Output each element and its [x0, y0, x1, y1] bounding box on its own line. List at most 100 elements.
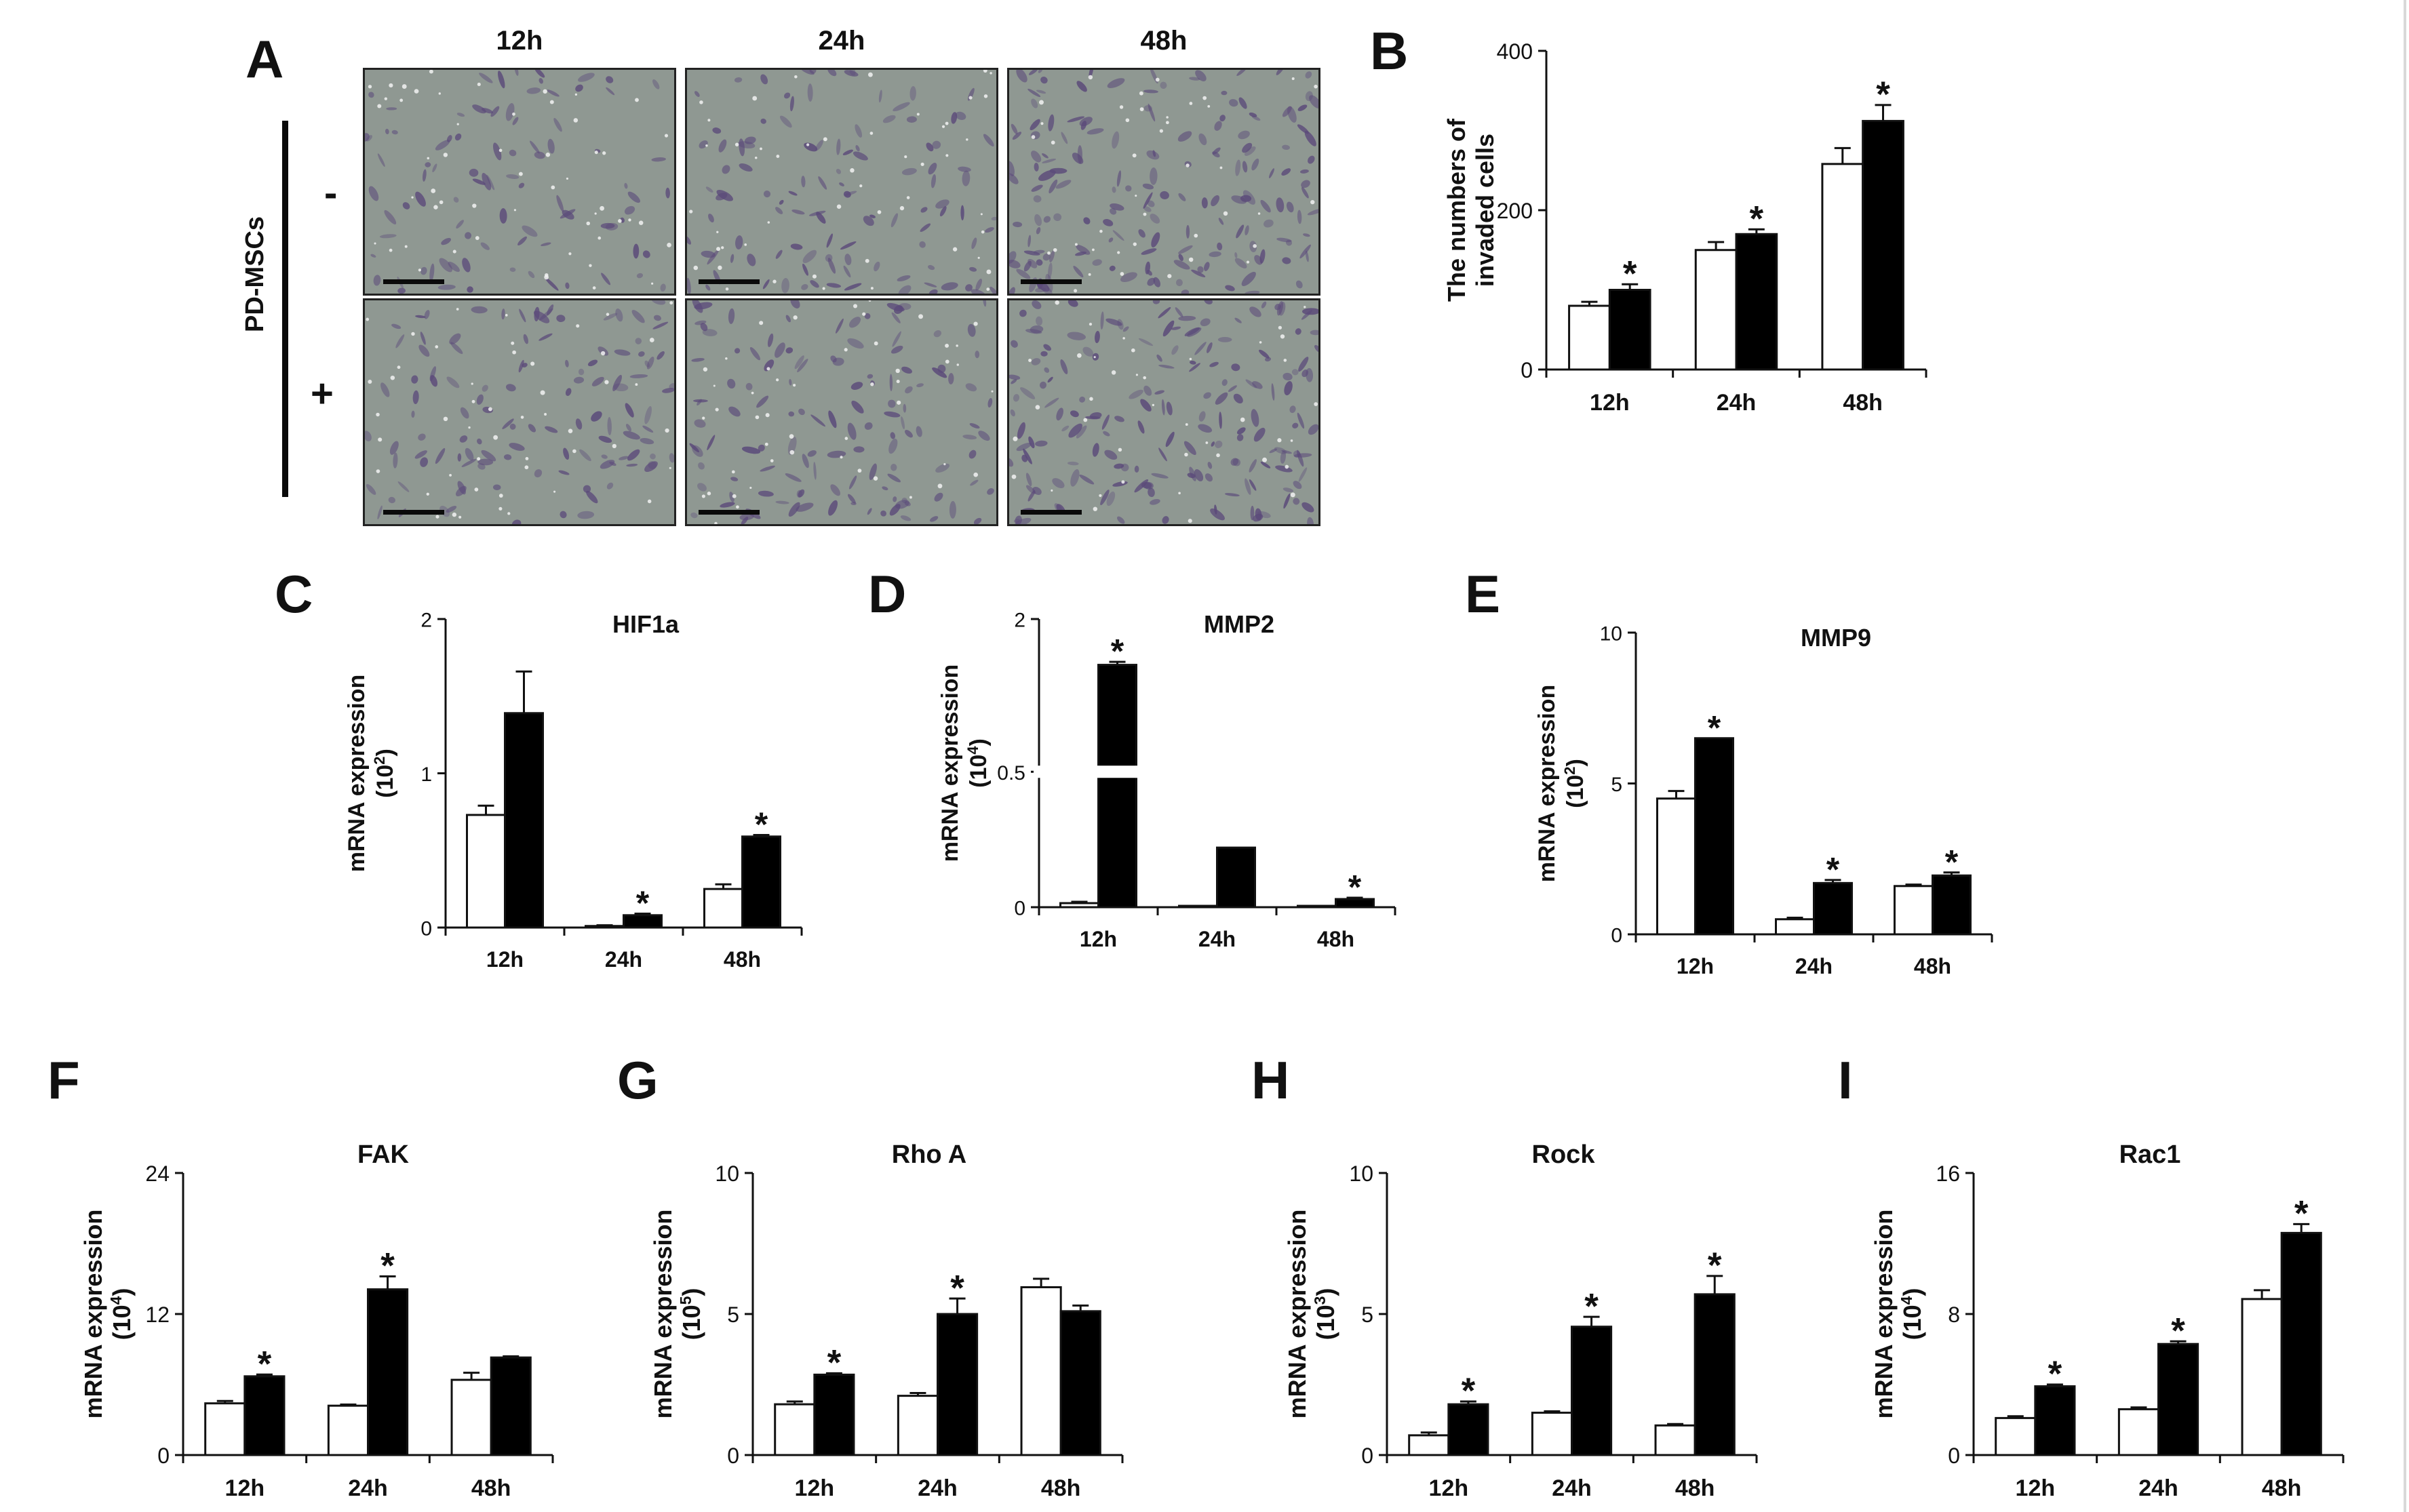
pore-mark [1280, 334, 1285, 339]
scale-bar [699, 510, 760, 515]
pore-mark [981, 230, 985, 234]
cell-mark [646, 356, 654, 370]
cell-mark [903, 403, 907, 413]
cell-mark [827, 450, 846, 458]
cell-mark [482, 384, 488, 392]
pore-mark [764, 442, 768, 446]
pore-mark [865, 258, 869, 263]
cell-mark [395, 334, 405, 349]
cell-mark [1137, 420, 1145, 434]
cell-mark [644, 360, 650, 367]
cell-mark [1145, 261, 1151, 275]
cell-mark [1297, 104, 1308, 111]
pore-mark [1121, 480, 1125, 484]
cell-mark [827, 258, 836, 274]
y-axis-unit: (104) [107, 1288, 136, 1340]
pore-mark [439, 200, 444, 205]
cell-mark [366, 484, 376, 495]
cell-mark [459, 435, 468, 443]
cell-mark [1116, 170, 1122, 187]
pore-mark [511, 341, 515, 345]
cell-mark [1189, 77, 1200, 81]
cell-mark [1160, 81, 1167, 89]
pore-mark [612, 443, 616, 449]
cell-mark [652, 79, 660, 89]
cell-mark [1276, 70, 1285, 75]
cell-mark [804, 142, 818, 152]
cell-mark [864, 422, 873, 430]
x-tick-label: 24h [1198, 927, 1236, 951]
cell-mark [698, 462, 705, 470]
cell-mark [693, 399, 708, 403]
cell-mark [1040, 351, 1048, 357]
cell-mark [1240, 195, 1252, 202]
cell-mark [1303, 233, 1310, 237]
cell-mark [790, 300, 800, 309]
cell-mark [1148, 103, 1156, 122]
cell-mark [701, 250, 716, 258]
pore-mark [384, 97, 388, 100]
cell-mark [764, 359, 775, 372]
cell-mark [1158, 447, 1167, 462]
cell-mark [1282, 257, 1291, 264]
pore-mark [721, 246, 724, 250]
panel-letter: D [868, 564, 906, 624]
cell-mark [423, 169, 427, 182]
pore-mark [377, 104, 382, 108]
cell-mark [788, 191, 798, 196]
cell-mark [511, 519, 522, 524]
cell-mark [1228, 385, 1237, 393]
cell-mark [1210, 508, 1225, 521]
cell-mark [844, 283, 862, 291]
cell-mark [1295, 280, 1303, 289]
cell-mark [1307, 208, 1318, 216]
pore-mark [1216, 453, 1220, 458]
pore-mark [600, 205, 604, 211]
pore-mark [937, 483, 943, 489]
cell-mark [1173, 260, 1190, 270]
cell-mark [601, 273, 611, 285]
pore-mark [1119, 105, 1124, 109]
cell-mark [1283, 493, 1291, 509]
cell-mark [801, 176, 806, 188]
cell-mark [1086, 128, 1104, 135]
cell-mark [687, 277, 691, 294]
bar-treated [1447, 1403, 1489, 1456]
bar-treated [741, 835, 781, 929]
pore-mark [986, 269, 992, 275]
cell-mark [1033, 195, 1042, 203]
cell-mark [1120, 272, 1137, 283]
pore-mark [896, 380, 900, 384]
pore-mark [1304, 306, 1306, 309]
pore-mark [1246, 260, 1250, 264]
cell-mark [1068, 300, 1078, 307]
pore-mark [524, 465, 529, 470]
cell-mark [435, 140, 450, 151]
significance-asterisk: * [1826, 850, 1840, 888]
cell-mark [933, 330, 942, 338]
cell-mark [1282, 372, 1293, 381]
cell-mark [694, 91, 700, 97]
cell-mark [1219, 115, 1226, 122]
cell-mark [760, 465, 775, 472]
pore-mark [968, 96, 973, 100]
pore-mark [669, 466, 671, 469]
cell-mark [1146, 150, 1160, 160]
pore-mark [1143, 212, 1147, 216]
pore-mark [1240, 417, 1245, 422]
cell-mark [779, 199, 784, 205]
cell-mark [432, 163, 437, 173]
cell-mark [909, 86, 916, 101]
bar-treated [243, 1375, 286, 1456]
pore-mark [1143, 376, 1146, 380]
cell-mark [1076, 81, 1087, 92]
pore-mark [443, 416, 448, 422]
cell-mark [625, 403, 634, 418]
pore-mark [665, 428, 669, 433]
cell-mark [898, 285, 912, 294]
cell-mark [505, 384, 516, 392]
pore-mark [667, 243, 671, 247]
pore-mark [414, 89, 419, 94]
pore-mark [549, 100, 554, 104]
pore-mark [693, 265, 699, 271]
